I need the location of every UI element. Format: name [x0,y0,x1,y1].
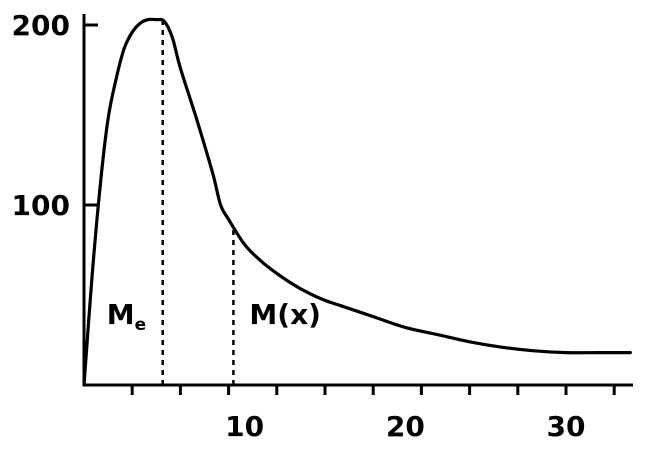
y-tick-label: 100 [12,189,70,222]
annotation-label: M(x) [249,298,321,331]
x-tick-label: 10 [225,410,264,443]
x-tick-label: 20 [386,410,425,443]
axes: 10 20 30 100 200 [12,9,633,443]
annotation-label: Me [107,298,146,335]
x-tick-label: 30 [547,410,586,443]
series-line [82,17,632,387]
plot-area: Me M(x) [82,17,632,387]
y-tick-label: 200 [12,9,70,42]
